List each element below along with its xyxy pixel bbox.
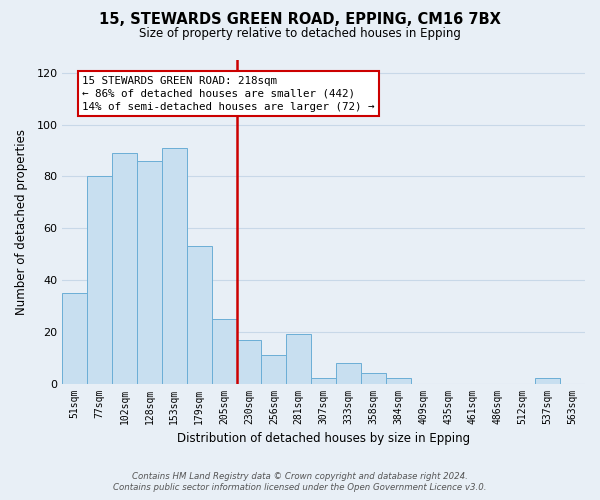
Bar <box>286 334 311 384</box>
Bar <box>262 355 286 384</box>
Bar <box>336 363 361 384</box>
Bar <box>212 319 236 384</box>
Bar <box>162 148 187 384</box>
Text: 15, STEWARDS GREEN ROAD, EPPING, CM16 7BX: 15, STEWARDS GREEN ROAD, EPPING, CM16 7B… <box>99 12 501 28</box>
Bar <box>112 153 137 384</box>
Bar <box>137 161 162 384</box>
Text: Size of property relative to detached houses in Epping: Size of property relative to detached ho… <box>139 28 461 40</box>
X-axis label: Distribution of detached houses by size in Epping: Distribution of detached houses by size … <box>177 432 470 445</box>
Bar <box>87 176 112 384</box>
Bar <box>535 378 560 384</box>
Text: 15 STEWARDS GREEN ROAD: 218sqm
← 86% of detached houses are smaller (442)
14% of: 15 STEWARDS GREEN ROAD: 218sqm ← 86% of … <box>82 76 375 112</box>
Y-axis label: Number of detached properties: Number of detached properties <box>15 129 28 315</box>
Bar <box>62 293 87 384</box>
Text: Contains HM Land Registry data © Crown copyright and database right 2024.
Contai: Contains HM Land Registry data © Crown c… <box>113 472 487 492</box>
Bar <box>386 378 411 384</box>
Bar <box>361 373 386 384</box>
Bar <box>311 378 336 384</box>
Bar <box>187 246 212 384</box>
Bar <box>236 340 262 384</box>
